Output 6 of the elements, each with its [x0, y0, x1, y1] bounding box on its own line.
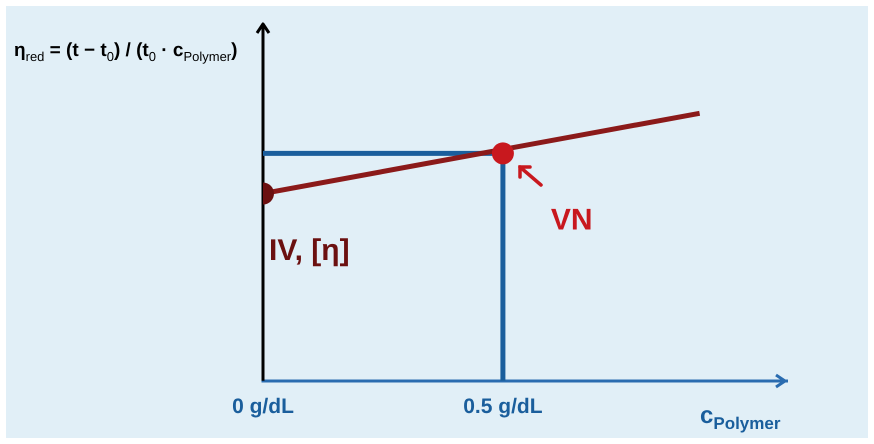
text: η$_{red}$ = (t − t$_{0}$) / (t$_{0}$ · c$_{Polymer}$) — [14, 40, 238, 64]
x-tick-label: 0 g/dL — [232, 395, 294, 418]
annotation: IV, [η] — [269, 234, 350, 267]
x-axis-title: c$_{Polymer}$ — [700, 402, 780, 434]
x-tick-label: 0.5 g/dL — [463, 395, 543, 418]
annotation: VN — [550, 204, 593, 237]
